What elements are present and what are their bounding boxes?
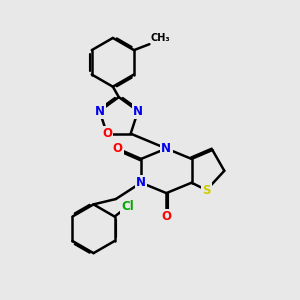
Text: S: S	[202, 184, 211, 196]
Text: CH₃: CH₃	[150, 33, 170, 43]
Text: N: N	[94, 105, 105, 118]
Text: N: N	[133, 105, 143, 118]
Text: N: N	[161, 142, 171, 155]
Text: O: O	[102, 127, 112, 140]
Text: O: O	[112, 142, 122, 155]
Text: Cl: Cl	[122, 200, 134, 213]
Text: O: O	[161, 210, 171, 224]
Text: N: N	[136, 176, 146, 189]
